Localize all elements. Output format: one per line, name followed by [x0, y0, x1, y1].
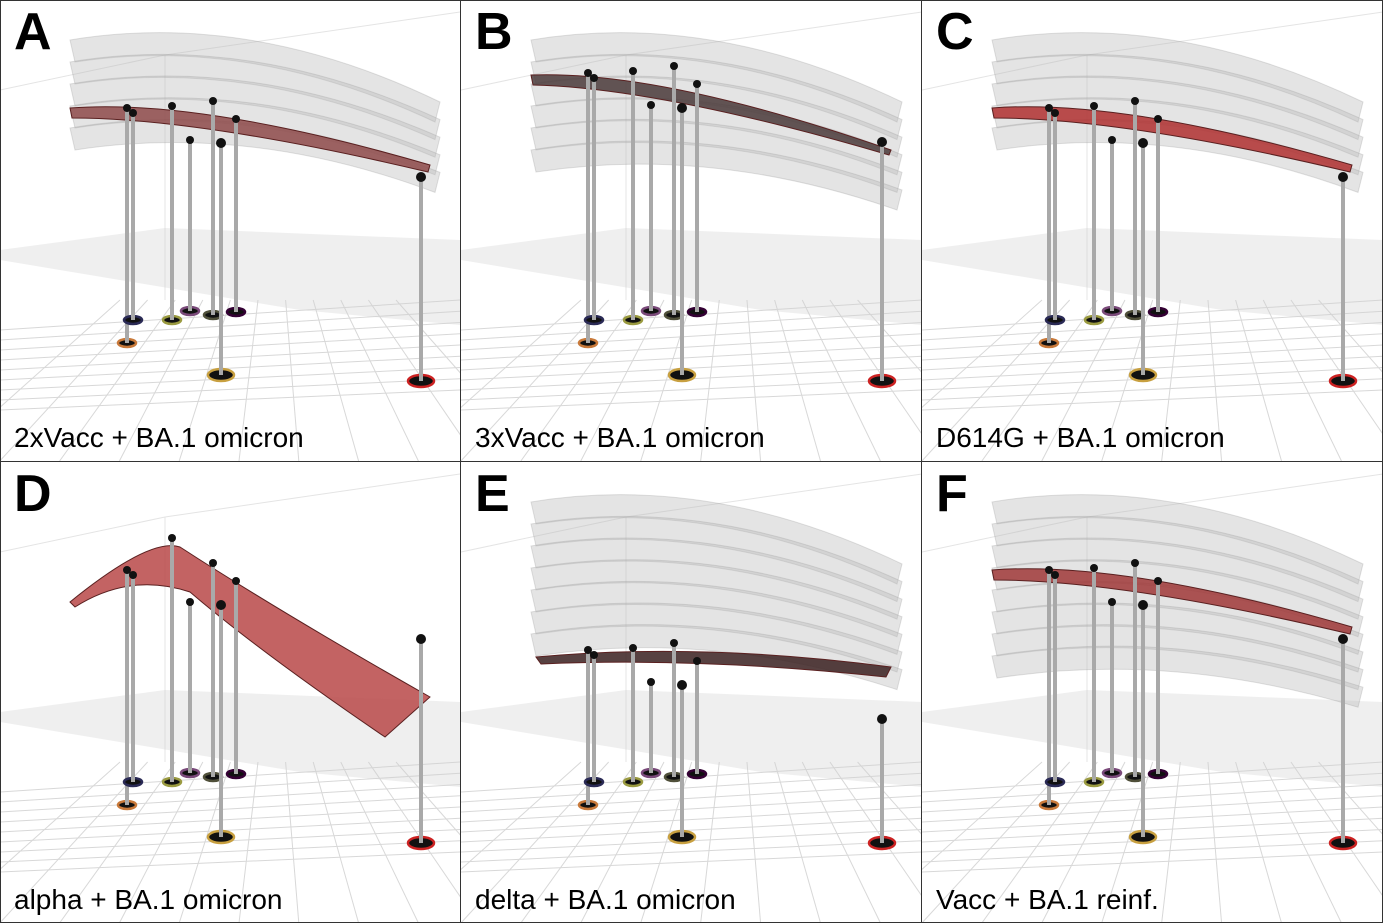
panel-caption: Vacc + BA.1 reinf. — [936, 884, 1159, 916]
panel-letter: C — [936, 3, 974, 61]
panel-divider-horizontal — [0, 461, 1383, 462]
panel-letter: B — [475, 3, 513, 61]
panel-letter: F — [936, 465, 968, 523]
panel-caption: delta + BA.1 omicron — [475, 884, 736, 916]
landscape-plot — [0, 473, 460, 923]
panel-f: F Vacc + BA.1 reinf. — [922, 462, 1383, 923]
landscape-plot — [461, 473, 922, 923]
landscape-plot — [0, 11, 460, 461]
panel-letter: A — [14, 3, 52, 61]
panel-caption: 3xVacc + BA.1 omicron — [475, 422, 765, 454]
landscape-plot — [922, 11, 1383, 461]
panel-letter: D — [14, 465, 52, 523]
panel-b: B 3xVacc + BA.1 omicron — [461, 0, 922, 461]
panel-caption: 2xVacc + BA.1 omicron — [14, 422, 304, 454]
panel-caption: D614G + BA.1 omicron — [936, 422, 1225, 454]
landscape-plot — [922, 473, 1383, 923]
panel-c: C D614G + BA.1 omicron — [922, 0, 1383, 461]
panel-caption: alpha + BA.1 omicron — [14, 884, 283, 916]
panel-letter: E — [475, 465, 510, 523]
landscape-plot — [461, 11, 922, 461]
panel-a: A 2xVacc + BA.1 omicron — [0, 0, 460, 461]
